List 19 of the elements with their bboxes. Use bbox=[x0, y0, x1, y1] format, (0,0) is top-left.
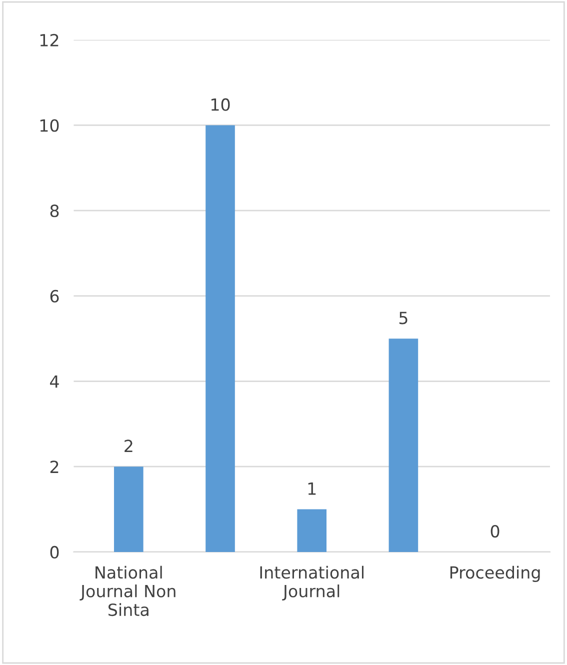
data-label: 10 bbox=[211, 98, 230, 111]
y-tick-label: 8 bbox=[50, 204, 59, 218]
y-tick-label: 4 bbox=[50, 375, 59, 388]
y-tick-label: 10 bbox=[40, 119, 59, 132]
data-label: 5 bbox=[399, 312, 408, 324]
bar bbox=[297, 509, 327, 552]
bar bbox=[388, 338, 418, 552]
data-label: 1 bbox=[308, 482, 316, 495]
y-tick-label: 0 bbox=[50, 546, 59, 559]
x-tick-label: International Journal bbox=[260, 566, 364, 600]
x-tick-label: Proceeding bbox=[450, 566, 540, 582]
bar bbox=[206, 125, 235, 552]
data-label: 2 bbox=[124, 440, 132, 452]
y-tick-label: 12 bbox=[40, 34, 58, 46]
y-tick-label: 6 bbox=[50, 290, 59, 302]
data-label: 0 bbox=[490, 525, 500, 538]
x-tick-label: National Journal Non Sinta bbox=[80, 566, 176, 616]
bar bbox=[114, 466, 144, 552]
y-tick-label: 2 bbox=[50, 460, 58, 473]
